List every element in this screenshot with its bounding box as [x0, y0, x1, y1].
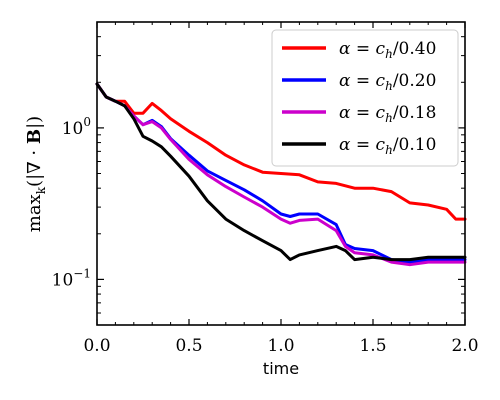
ticks-layer: 0.0 0.5 1.0 1.5 2.0 100 10−1 — [52, 22, 479, 356]
plot-frame — [96, 21, 466, 326]
x-tick-label: 1.5 — [359, 336, 386, 356]
legend: α = ch/0.40 α = ch/0.20 α = ch/0.18 α = … — [271, 29, 459, 167]
y-tick-label: 10−1 — [52, 266, 91, 290]
legend-label-1: α = ch/0.20 — [339, 71, 436, 93]
series-line-0 — [95, 82, 467, 221]
y-tick-label: 100 — [62, 115, 91, 139]
series-layer — [95, 82, 467, 267]
legend-label-2: α = ch/0.18 — [339, 103, 436, 125]
legend-box — [271, 29, 459, 167]
y-axis-label-func: max — [24, 194, 45, 232]
x-tick-label: 1.0 — [267, 336, 294, 356]
y-axis-label-bold: B — [24, 129, 45, 144]
legend-label-3: α = ch/0.10 — [339, 135, 436, 157]
series-line-3 — [95, 82, 467, 262]
legend-label-0: α = ch/0.40 — [339, 39, 436, 61]
x-tick-label: 0.0 — [83, 336, 110, 356]
y-axis-label-sub: k — [34, 186, 48, 194]
x-tick-label: 0.5 — [175, 336, 202, 356]
y-axis-label: maxk(|∇ · B|) — [24, 116, 48, 232]
x-axis-label: time — [263, 359, 299, 378]
y-axis-label-close: |) — [24, 116, 45, 129]
x-tick-label: 2.0 — [451, 336, 478, 356]
y-axis-label-body: (|∇ · — [24, 144, 45, 187]
